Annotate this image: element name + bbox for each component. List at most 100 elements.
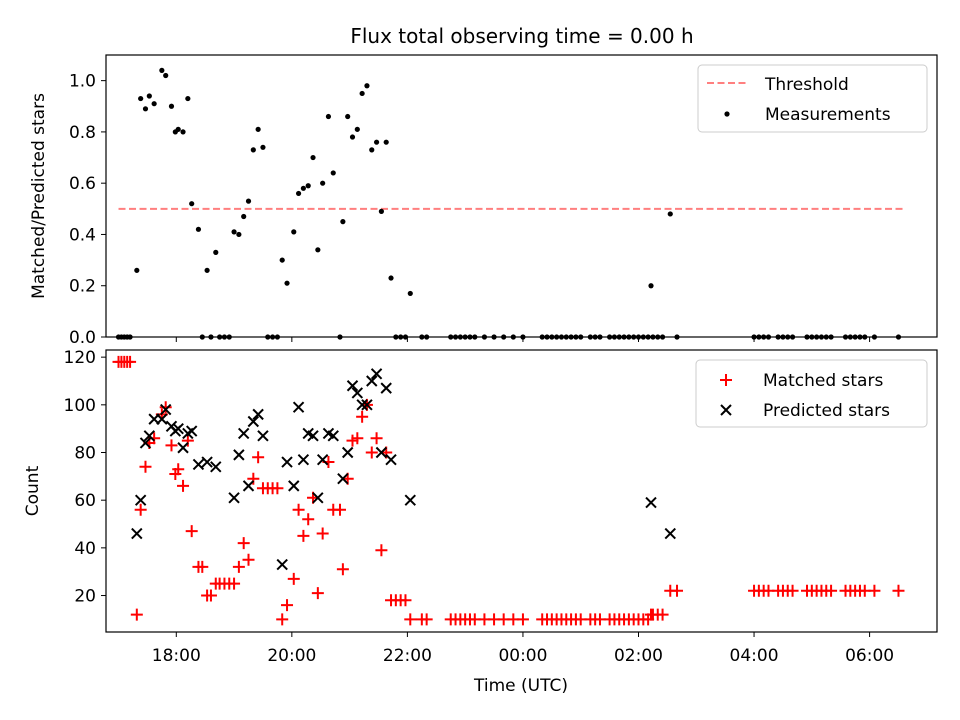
y-tick-label: 0.8 [69,123,96,143]
measurement-point [325,113,332,120]
predicted-star-marker [131,527,143,540]
predicted-star-marker [327,430,339,442]
matched-star-marker [316,527,329,540]
measurement-point [260,144,266,150]
matched-star-marker [242,553,255,566]
top-panel: 0.0 0.2 0.4 0.6 0.8 1.0 Matched/Predicted sta… [29,54,938,348]
x-tick-label: 04:00 [730,646,779,666]
predicted-star-marker [172,422,184,435]
measurement-point [213,249,219,255]
matched-star-marker [232,560,245,573]
matched-star-marker [311,587,324,600]
predicted-star-marker [316,453,329,466]
predicted-star-marker [201,456,213,468]
bottom-legend: Matched stars Predicted stars [695,359,928,428]
measurement-point [305,183,311,189]
bottom-axes-frame [105,349,938,633]
measurement-point [138,95,144,102]
measurement-point [159,67,165,73]
predicted-star-marker [351,387,364,399]
measurement-point [364,83,370,89]
y-tick-label: 60 [74,491,96,511]
top-x-axis-ticks [175,337,871,342]
matched-star-marker [370,432,383,445]
x-axis-label: Time (UTC) [473,676,568,696]
measurement-point [175,126,181,132]
measurement-point [349,134,356,140]
predicted-star-marker [192,458,205,471]
predicted-star-marker [664,527,676,540]
matched-star-marker [868,584,881,597]
bottom-legend-frame [695,359,928,428]
measurement-point [142,106,149,112]
predicted-star-marker [341,446,354,459]
matched-star-marker [247,472,260,485]
bottom-y-axis-ticks: 20 40 60 80 100 120 [64,348,106,607]
top-y-axis-label: Matched/Predicted stars [29,93,49,299]
measurement-point [359,90,365,97]
measurement-point [195,226,202,232]
x-tick-label: 02:00 [614,646,663,666]
measurement-point [236,231,242,238]
y-tick-label: 80 [74,444,96,464]
measurement-point [231,229,237,235]
matched-star-marker [181,434,194,447]
predicted-star-marker [356,399,368,411]
predicted-star-marker [134,494,147,506]
measurement-point [168,103,175,109]
matched-star-marker [336,563,349,576]
y-tick-label: 0.4 [69,225,96,245]
measurement-point [185,95,191,102]
measurement-point [134,267,140,273]
measurement-point [146,93,152,99]
matched-star-marker [130,608,143,621]
matched-star-marker [671,584,684,597]
predicted-star-marker [139,437,152,449]
x-tick-label: 20:00 [267,646,316,666]
predicted-star-marker [233,449,245,461]
matched-star-marker [656,608,669,621]
matched-star-marker [399,594,412,607]
measurement-point [369,147,375,153]
matched-star-marker [196,560,209,573]
measurement-point [284,280,290,286]
matched-star-marker [271,482,284,495]
matched-star-marker [292,503,305,516]
measurement-point [330,170,336,176]
bottom-plot-area [112,355,905,626]
measurement-point [648,283,654,289]
measurement-point [354,126,360,132]
legend-label-matched: Matched stars [763,371,883,391]
predicted-star-marker [380,382,392,394]
y-tick-label: 0.2 [69,277,96,297]
measurement-point [250,147,256,153]
matched-star-marker [420,613,433,626]
bottom-y-axis-label: Count [23,465,43,516]
predicted-star-marker [143,430,156,442]
matched-star-marker [365,446,378,459]
matched-star-marker [297,529,310,542]
measurement-point [373,139,380,145]
legend-label-measurements: Measurements [765,105,891,125]
predicted-star-marker [307,430,319,442]
measurement-point [300,185,306,191]
matched-star-marker [287,572,300,585]
predicted-star-marker [370,368,383,380]
measurement-point [241,213,247,220]
predicted-stars-legend-swatch [720,404,732,416]
measurement-point [310,154,316,161]
matched-star-marker [165,439,178,452]
predicted-star-marker [159,403,172,416]
matched-star-marker [252,451,265,464]
matched-star-marker [302,513,315,526]
predicted-star-marker [292,401,305,413]
predicted-star-marker [297,453,310,466]
matched-star-marker [204,589,217,602]
matched-star-marker [185,525,198,538]
measurement-point [151,101,157,107]
matched-star-marker [825,584,838,597]
chart-title: Flux total observing time = 0.00 h [350,24,693,48]
predicted-star-marker [312,492,324,504]
matched-star-marker [172,463,185,476]
predicted-star-marker [252,408,264,421]
